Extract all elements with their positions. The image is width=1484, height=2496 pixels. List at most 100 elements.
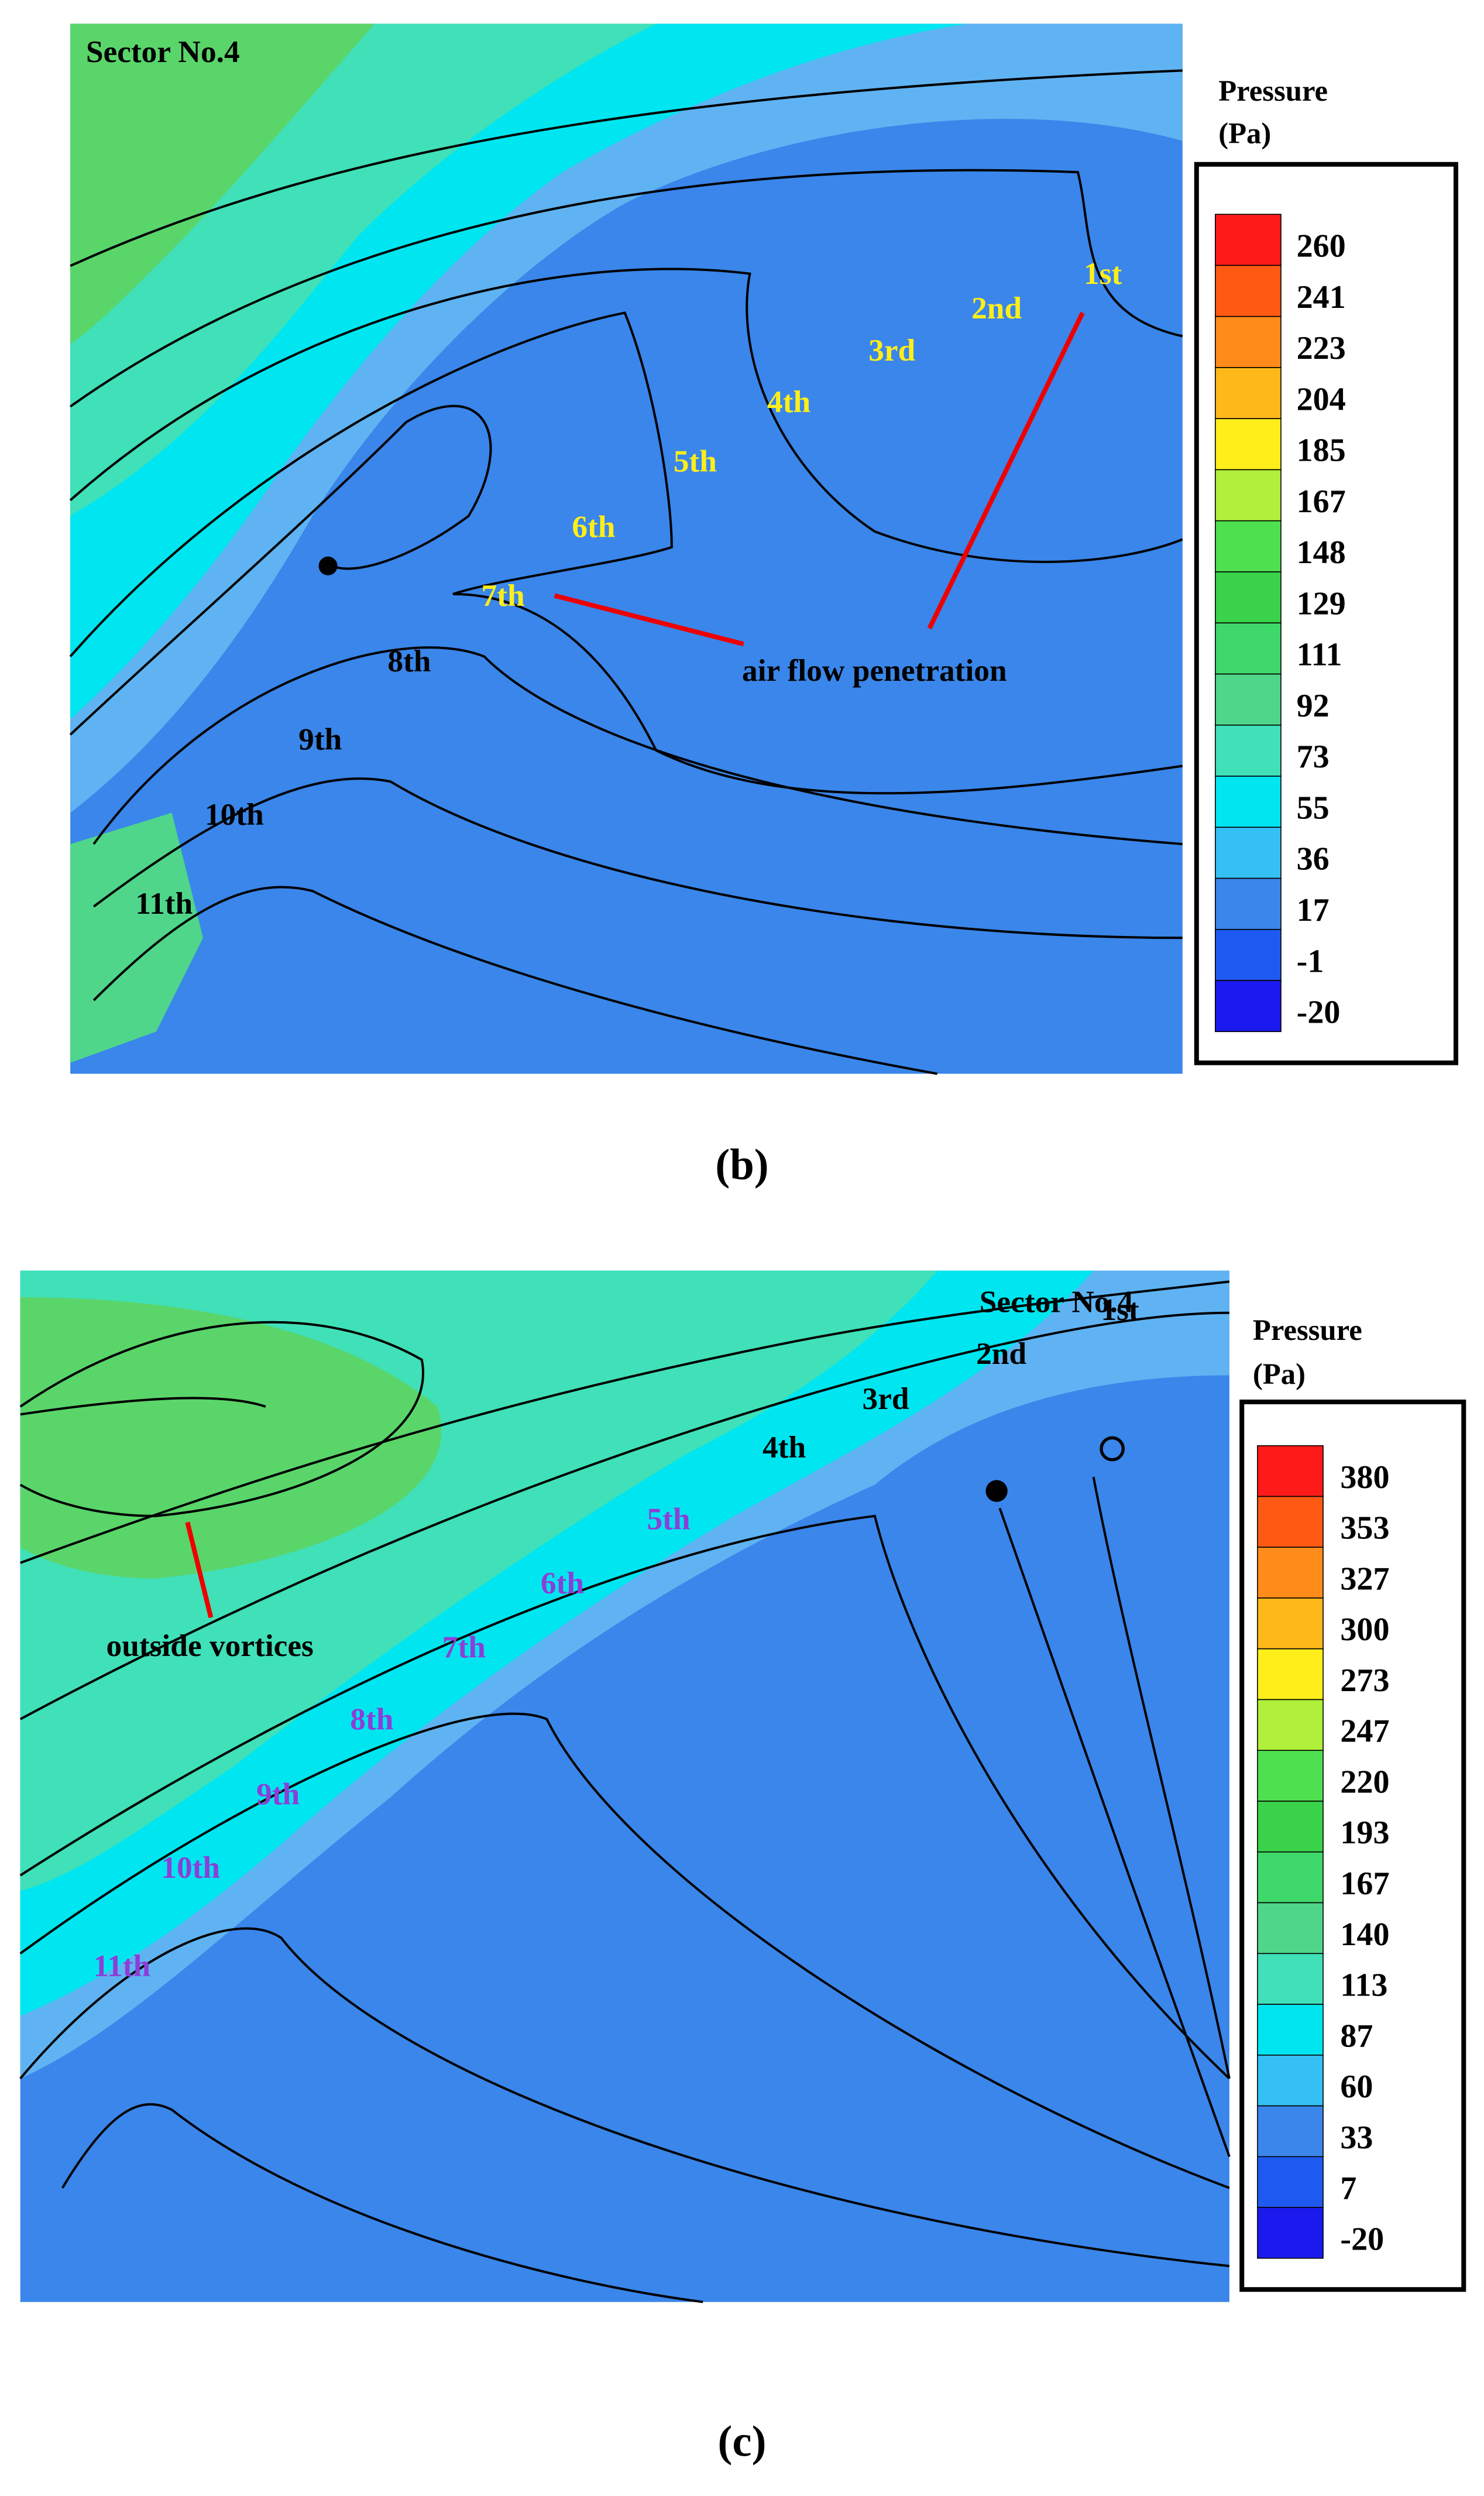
blade-label: 3rd (863, 1381, 909, 1416)
annotation: air flow penetration (742, 653, 1007, 688)
legend-title: Pressure (1253, 1314, 1362, 1346)
legend-swatch (1215, 418, 1282, 471)
blade-label: 2nd (971, 290, 1022, 325)
blade-label: 4th (767, 384, 810, 419)
legend-swatch (1257, 1902, 1324, 1955)
legend-swatch (1257, 1496, 1324, 1548)
legend-level: 167 (1340, 1866, 1389, 1902)
legend-level: 148 (1297, 534, 1346, 571)
legend-swatch (1257, 2004, 1324, 2056)
blade-label: 1st (1101, 1292, 1139, 1327)
legend-title: Pressure (1218, 74, 1328, 107)
caption: (c) (718, 2417, 767, 2466)
legend-swatch (1257, 2054, 1324, 2107)
blade-label: 6th (541, 1565, 584, 1600)
legend-swatch (1257, 1750, 1324, 1802)
pointer-line (185, 1521, 214, 1619)
contour-c (20, 1270, 1229, 2302)
legend-swatch (1257, 1801, 1324, 1853)
blade-label: 2nd (976, 1336, 1026, 1371)
legend-level: 36 (1297, 841, 1330, 877)
legend-level: 7 (1340, 2171, 1356, 2207)
sector-label: Sector No.4 (86, 34, 240, 69)
legend-swatch (1215, 980, 1282, 1033)
blade-label: 4th (762, 1429, 806, 1465)
legend-swatch (1257, 1547, 1324, 1599)
legend-swatch (1215, 214, 1282, 266)
blade-label: 10th (205, 797, 264, 832)
blade-label: 10th (161, 1850, 220, 1885)
legend-swatch (1257, 1699, 1324, 1751)
legend-swatch (1257, 2105, 1324, 2158)
legend-swatch (1257, 1445, 1324, 1497)
legend-swatch (1215, 776, 1282, 828)
legend-swatch (1257, 2207, 1324, 2259)
blade-label: 7th (481, 578, 524, 613)
legend-level: 241 (1297, 279, 1346, 316)
pointer-line (554, 593, 744, 647)
legend-level: 17 (1297, 892, 1330, 928)
legend-level: -20 (1297, 995, 1341, 1031)
legend-level: 87 (1340, 2018, 1373, 2054)
blade-label: 3rd (868, 332, 915, 368)
blade-label: 5th (674, 444, 717, 479)
legend-swatch (1215, 724, 1282, 777)
legend-swatch (1257, 1953, 1324, 2005)
legend-unit: (Pa) (1218, 116, 1271, 149)
legend-swatch (1257, 1597, 1324, 1650)
streamlines-c (19, 1280, 1231, 2303)
legend-level: 129 (1297, 585, 1346, 622)
blade-label: 5th (647, 1501, 690, 1537)
contour-b (70, 23, 1183, 1074)
blade-label: 7th (442, 1630, 486, 1665)
legend-level: 223 (1297, 330, 1346, 366)
blade-label: 9th (256, 1777, 300, 1812)
legend-level: 300 (1340, 1612, 1389, 1648)
legend-level: 33 (1340, 2120, 1373, 2156)
legend-level: 193 (1340, 1815, 1389, 1851)
legend-level: -1 (1297, 943, 1324, 979)
legend-swatch (1257, 2156, 1324, 2208)
pointer-line (927, 311, 1085, 630)
legend-level: 273 (1340, 1662, 1389, 1699)
legend-swatch (1215, 571, 1282, 624)
legend-level: 140 (1340, 1916, 1389, 1953)
legend-level: 111 (1297, 637, 1342, 673)
legend-level: 55 (1297, 790, 1330, 826)
streamlines-b (69, 69, 1183, 1075)
legend-swatch (1215, 622, 1282, 675)
legend-level: 92 (1297, 688, 1330, 724)
blade-label: 11th (93, 1948, 150, 1983)
legend-level: 353 (1340, 1510, 1389, 1547)
blade-label: 1st (1084, 256, 1122, 291)
legend-level: 185 (1297, 433, 1346, 469)
blade-label: 11th (135, 886, 193, 921)
legend-level: 327 (1340, 1561, 1389, 1597)
legend-swatch (1257, 1648, 1324, 1700)
blade-label: 8th (387, 643, 431, 678)
legend-swatch (1215, 316, 1282, 368)
legend-level: 247 (1340, 1713, 1389, 1750)
legend-swatch (1215, 928, 1282, 981)
annotation: outside vortices (107, 1628, 314, 1663)
blade-label: 9th (298, 722, 342, 757)
legend-swatch (1215, 877, 1282, 930)
legend-swatch (1215, 520, 1282, 572)
legend-level: -20 (1340, 2221, 1384, 2257)
legend-swatch (1215, 469, 1282, 522)
legend-swatch (1215, 673, 1282, 726)
sector-label: Sector No.4 (980, 1284, 1133, 1319)
legend-level: 167 (1297, 484, 1346, 520)
legend-level: 380 (1340, 1459, 1389, 1496)
legend-level: 60 (1340, 2069, 1373, 2105)
legend-swatch (1215, 827, 1282, 879)
legend-level: 113 (1340, 1967, 1387, 2004)
blade-label: 8th (350, 1701, 393, 1736)
legend-unit: (Pa) (1253, 1357, 1306, 1390)
legend-swatch (1215, 367, 1282, 419)
legend-level: 73 (1297, 739, 1330, 775)
blade-label: 6th (572, 509, 615, 544)
legend-swatch (1257, 1851, 1324, 1904)
legend-level: 220 (1340, 1764, 1389, 1800)
legend-level: 260 (1297, 228, 1346, 265)
